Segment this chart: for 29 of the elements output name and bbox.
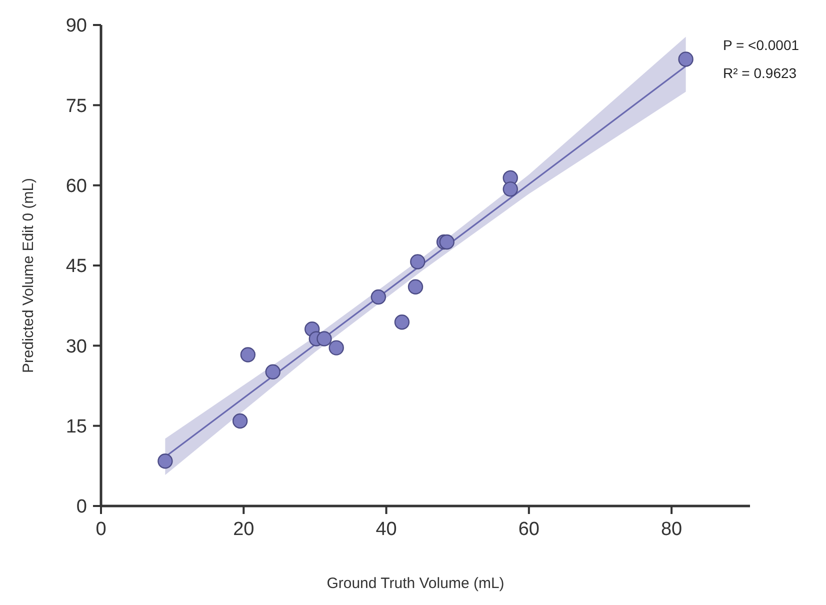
x-tick-label: 20 [233,519,254,540]
y-tick-label: 45 [66,256,87,278]
point [316,331,332,346]
point [370,289,386,305]
x-tick-label: 80 [660,519,682,540]
point [410,254,426,270]
x-tick-label: 40 [376,519,397,540]
point [240,347,256,362]
x-tick-label: 60 [518,519,540,540]
point [158,454,173,469]
y-tick-label: 90 [66,16,87,37]
annotation: P = <0.0001 [723,37,800,53]
point [408,279,424,294]
y-tick-label: 75 [66,96,87,117]
point [328,340,344,356]
y-tick-label: 0 [76,496,87,518]
y-axis-title: Predicted Volume Edit 0 (mL) [20,178,37,374]
point [265,364,280,380]
point [394,314,410,330]
x-tick-label: 0 [96,519,106,540]
x-axis-title: Ground Truth Volume (mL) [326,575,504,592]
y-tick-label: 60 [66,176,87,197]
y-tick-label: 15 [66,416,87,438]
y-tick-label: 30 [66,336,87,358]
point [678,52,694,67]
point [439,234,454,250]
point [232,413,248,429]
annotation: R² = 0.9623 [723,65,797,81]
point [502,181,518,197]
